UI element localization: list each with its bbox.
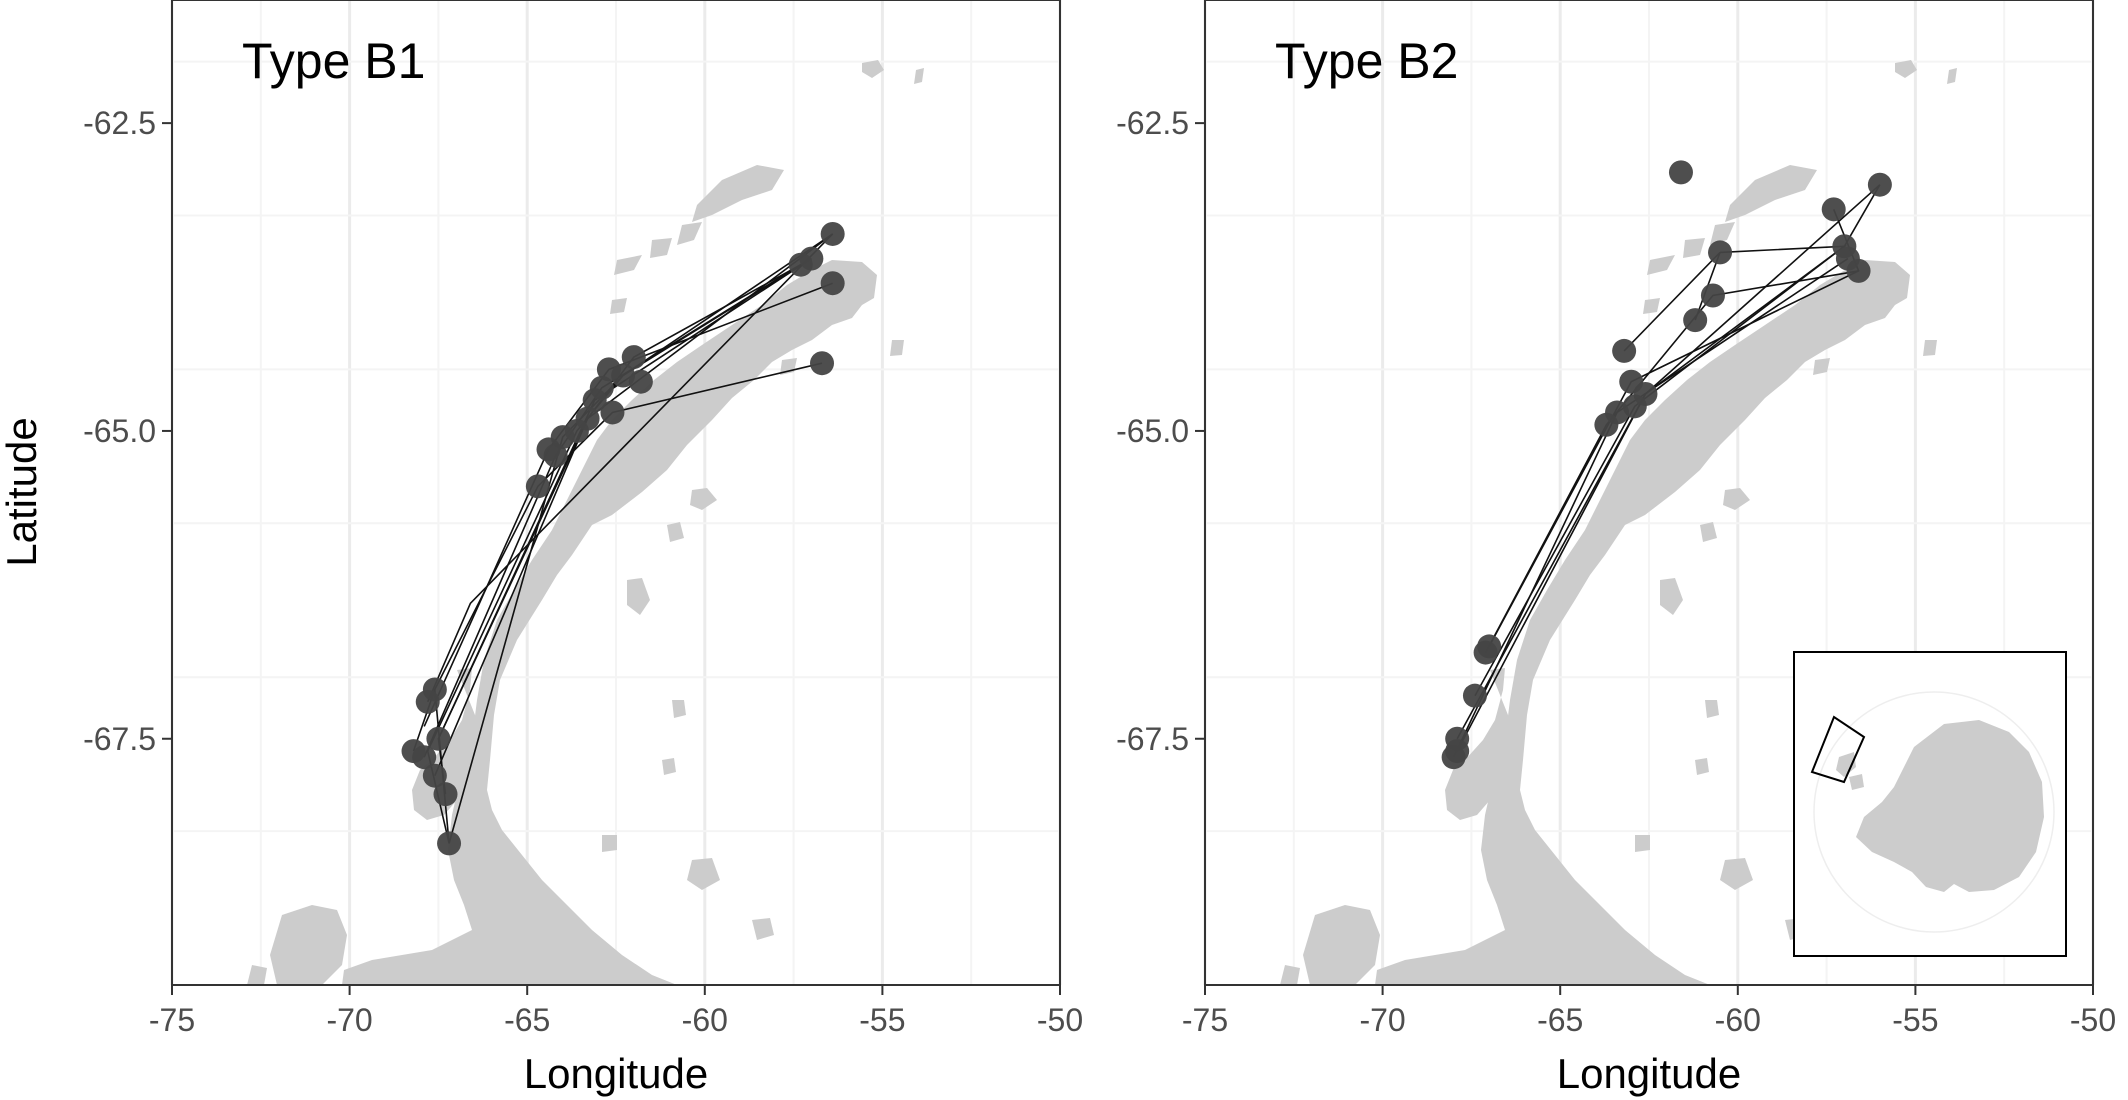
sighting-point	[1683, 308, 1708, 333]
x-tick-label: -60	[682, 1002, 728, 1038]
x-tick-label: -70	[1359, 1002, 1405, 1038]
track-line	[426, 233, 834, 703]
sighting-point	[412, 745, 437, 770]
x-axis: -75 -70 -65 -60 -55 -50	[149, 985, 1083, 1038]
track-line	[1484, 270, 1859, 653]
sighting-point	[788, 252, 813, 277]
sighting-point	[628, 369, 653, 394]
sighting-point	[596, 357, 621, 382]
sighting-point	[426, 726, 451, 751]
x-tick-label: -55	[1892, 1002, 1938, 1038]
x-tick-label: -70	[326, 1002, 372, 1038]
sighting-point	[433, 782, 458, 807]
study-area-box	[1810, 715, 1866, 784]
y-tick-label: -62.5	[83, 105, 156, 141]
x-axis: -75 -70 -65 -60 -55 -50	[1182, 985, 2116, 1038]
sighting-point	[525, 474, 550, 499]
y-tick-label: -67.5	[1116, 721, 1189, 757]
y-axis-left: -62.5 -65.0 -67.5	[83, 105, 172, 757]
x-tick-label: -65	[504, 1002, 550, 1038]
sighting-point	[1473, 640, 1498, 665]
track-lines	[1452, 184, 1881, 758]
sighting-points	[1441, 160, 1892, 770]
sighting-point	[1867, 172, 1892, 197]
sighting-point	[820, 271, 845, 296]
x-axis-title-right: Longitude	[1557, 1050, 1742, 1097]
inset-locator-map	[1793, 651, 2067, 957]
x-tick-label: -75	[1182, 1002, 1228, 1038]
panel-title: Type B1	[242, 33, 425, 89]
x-tick-label: -65	[1537, 1002, 1583, 1038]
panel-type-b1: Type B1 -75 -70 -65 -60 -55 -50	[149, 0, 1083, 1038]
sighting-point	[1668, 160, 1693, 185]
sighting-point	[621, 345, 646, 370]
sighting-point	[1835, 246, 1860, 271]
sighting-point	[582, 388, 607, 413]
panel-border	[1204, 0, 2094, 986]
sighting-point	[820, 221, 845, 246]
sighting-point	[422, 677, 447, 702]
sighting-point	[437, 831, 462, 856]
panel-type-b2: Type B2 -75 -70 -65 -60 -55 -50	[1182, 0, 2116, 1038]
y-tick-label: -67.5	[83, 721, 156, 757]
y-tick-label: -65.0	[1116, 413, 1189, 449]
sighting-point	[543, 443, 568, 468]
panel-title: Type B2	[1275, 33, 1458, 89]
sighting-point	[1708, 240, 1733, 265]
sighting-point	[1821, 197, 1846, 222]
x-tick-label: -50	[2070, 1002, 2116, 1038]
track-line	[1474, 245, 1847, 697]
x-tick-label: -75	[149, 1002, 195, 1038]
sighting-point	[1612, 338, 1637, 363]
sighting-point	[1594, 412, 1619, 437]
sighting-point	[1700, 283, 1725, 308]
x-tick-label: -60	[1715, 1002, 1761, 1038]
y-axis-title: Latitude	[0, 417, 45, 566]
y-tick-label: -65.0	[83, 413, 156, 449]
y-tick-label: -62.5	[1116, 105, 1189, 141]
track-line	[423, 282, 833, 727]
x-tick-label: -50	[1037, 1002, 1083, 1038]
y-axis-right: -62.5 -65.0 -67.5	[1116, 105, 1205, 757]
sighting-points	[401, 221, 845, 856]
antarctica-shape	[1856, 720, 2044, 892]
sighting-point	[600, 400, 625, 425]
panel-border	[171, 0, 1061, 986]
sighting-point	[422, 763, 447, 788]
sighting-point	[1445, 739, 1470, 764]
sighting-point	[1462, 683, 1487, 708]
track-line	[1456, 184, 1881, 752]
sighting-point	[810, 351, 835, 376]
x-tick-label: -55	[859, 1002, 905, 1038]
x-axis-title-left: Longitude	[524, 1050, 709, 1097]
